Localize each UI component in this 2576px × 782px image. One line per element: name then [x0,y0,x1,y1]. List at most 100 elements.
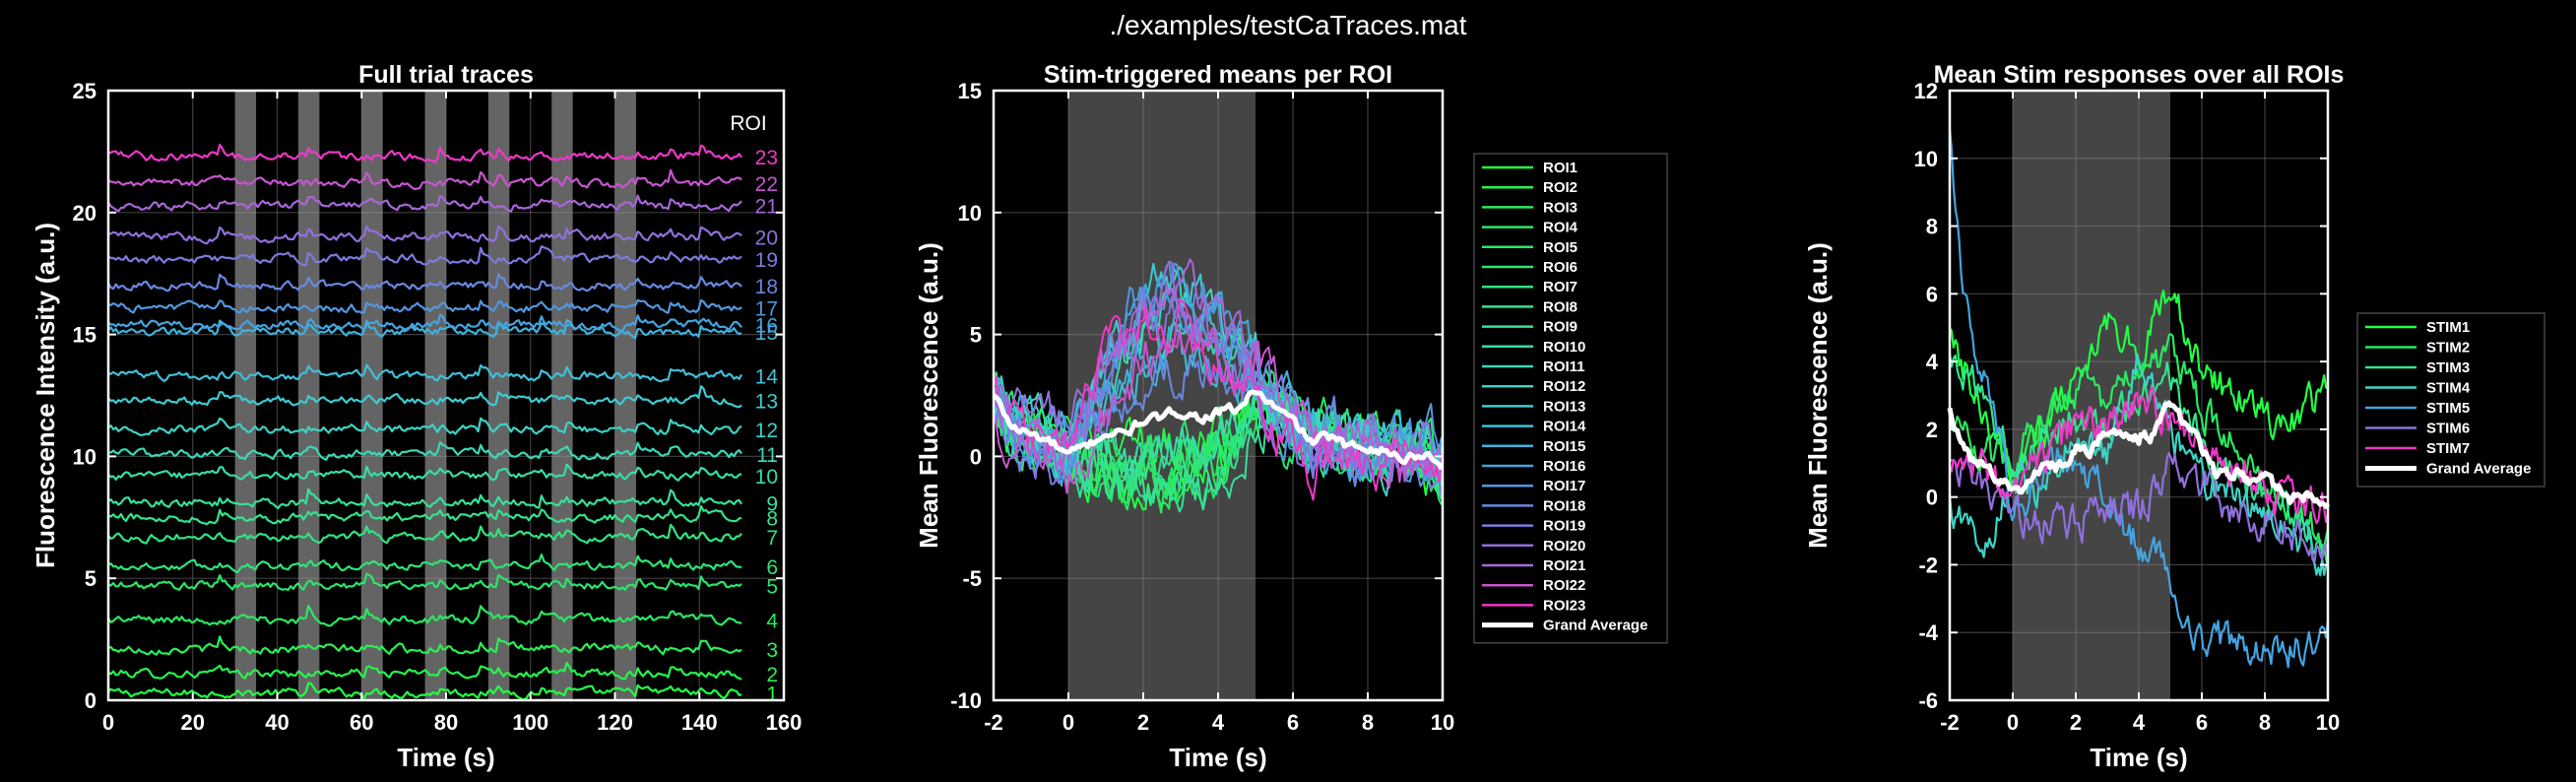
x-tick-label: 60 [350,710,373,735]
stim-period-band [614,91,636,700]
y-tick-label: 0 [1926,486,1938,510]
trace-roi-1 [107,682,742,701]
x-tick-label: 4 [1212,710,1225,735]
y-axis-label: Mean Fluorescence (a.u.) [1803,242,1833,549]
roi-legend-title: ROI [730,112,766,135]
legend-entry: STIM5 [2426,400,2470,417]
roi-label-5: 5 [766,576,778,599]
legend-entry: ROI11 [1543,358,1585,375]
y-tick-label: 5 [970,323,982,348]
y-tick-label: 5 [85,566,97,591]
y-tick-label: 25 [73,79,97,103]
trace-roi-3 [107,635,742,656]
legend-entry: ROI6 [1543,259,1578,276]
y-tick-label: 10 [73,444,97,469]
y-tick-label: 12 [1914,79,1938,103]
trace-roi-10 [107,463,742,482]
y-tick-label: 8 [1926,215,1938,239]
y-tick-label: -2 [1918,553,1938,577]
legend-entry: ROI15 [1543,438,1585,455]
y-tick-label: -10 [950,688,982,713]
roi-label-11: 11 [756,444,778,467]
legend-entry: ROI4 [1543,220,1578,236]
chart-title: Mean Stim responses over all ROIs [1934,61,2345,89]
trace-roi-23 [107,143,743,163]
legend-entry: STIM4 [2426,380,2471,397]
x-tick-label: 140 [681,710,718,735]
legend-entry: ROI19 [1543,518,1585,535]
legend-entry: ROI22 [1543,577,1585,594]
legend-entry: STIM6 [2426,421,2470,437]
trace-roi-18 [107,273,742,293]
trace-roi-2 [107,661,742,681]
x-tick-label: 100 [512,710,548,735]
y-tick-label: 20 [73,201,97,226]
trace-roi-9 [107,488,743,510]
roi-label-12: 12 [755,420,778,442]
y-tick-label: -4 [1918,620,1938,645]
panel-full-trial-traces: 1234567891011121314151617181920212223ROI… [31,61,802,772]
roi-label-10: 10 [755,466,778,489]
chart-title: Stim-triggered means per ROI [1044,61,1392,89]
trace-roi-4 [107,604,742,627]
x-axis-label: Time (s) [2090,743,2187,772]
legend-entry: ROI5 [1543,239,1578,256]
x-tick-label: -2 [1940,710,1960,735]
stim-line-stim5 [1948,128,2330,669]
trace-roi-12 [107,417,742,437]
legend-entry: Grand Average [1543,618,1647,634]
roi-label-23: 23 [755,147,778,169]
legend-entry: ROI9 [1543,319,1578,336]
x-tick-label: 40 [265,710,289,735]
legend-entry: ROI13 [1543,398,1585,415]
y-tick-label: 10 [958,201,982,226]
x-tick-label: -2 [984,710,1003,735]
roi-label-8: 8 [766,507,778,530]
legend-entry: ROI8 [1543,298,1578,315]
x-tick-label: 4 [2133,710,2146,735]
legend-entry: ROI12 [1543,378,1585,395]
trace-roi-13 [107,385,742,409]
legend-entry: ROI17 [1543,478,1585,494]
legend-entry: ROI16 [1543,458,1585,475]
y-tick-label: 10 [1914,147,1938,171]
roi-label-19: 19 [755,249,778,272]
stim-period-band [361,91,383,700]
legend-entry: ROI10 [1543,339,1585,356]
legend-entry: ROI1 [1543,160,1578,176]
legend-entry: Grand Average [2426,461,2531,478]
roi-label-4: 4 [766,610,778,632]
roi-label-18: 18 [755,276,778,298]
roi-label-15: 15 [755,322,778,345]
y-tick-label: -5 [962,566,982,591]
legend-entry: ROI21 [1543,557,1585,574]
y-tick-label: 15 [73,323,97,348]
y-tick-label: -6 [1918,688,1938,713]
roi-label-2: 2 [766,664,778,686]
trace-roi-7 [107,523,742,545]
figure-title: ./examples/testCaTraces.mat [1109,10,1467,40]
x-tick-label: 0 [2007,710,2019,735]
roi-label-13: 13 [755,390,778,413]
legend-entry: ROI3 [1543,199,1578,216]
trace-roi-8 [107,504,742,526]
legend-entry: ROI7 [1543,279,1578,295]
legend-entry: ROI23 [1543,597,1585,614]
x-tick-label: 8 [2259,710,2271,735]
trace-roi-5 [107,572,742,592]
x-tick-label: 8 [1362,710,1374,735]
grand-average-line [992,389,1445,471]
roi-label-1: 1 [766,684,778,706]
trace-roi-21 [107,194,742,213]
trace-roi-22 [107,168,742,191]
legend-entry: ROI14 [1543,419,1586,435]
roi-label-7: 7 [766,527,778,550]
roi-label-16: 16 [755,315,778,338]
stim-period-band [2013,91,2170,700]
x-tick-label: 2 [2070,710,2082,735]
roi-label-17: 17 [755,297,778,320]
x-axis-label: Time (s) [1169,743,1266,772]
y-tick-label: 4 [1926,350,1939,374]
roi-mean-line-ROI22 [993,326,1443,494]
